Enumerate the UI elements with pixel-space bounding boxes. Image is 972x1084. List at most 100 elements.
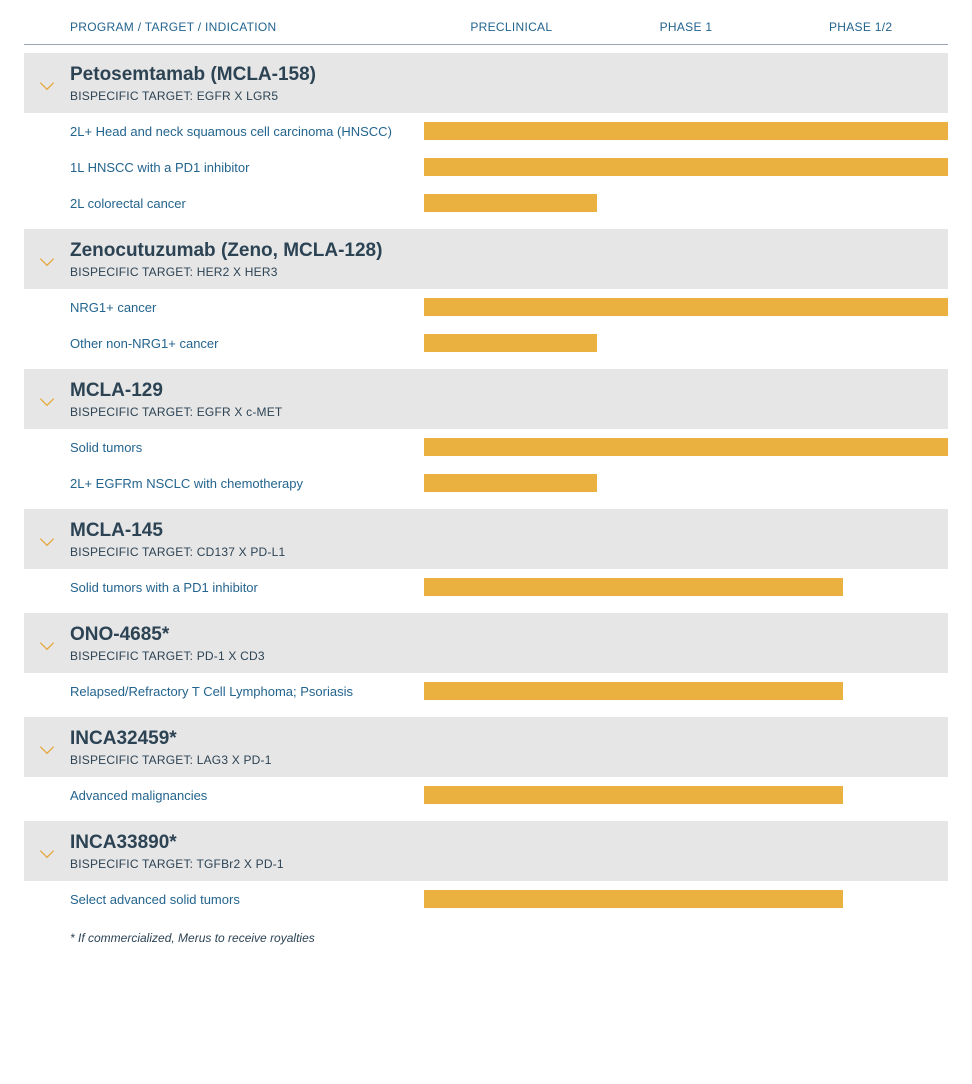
indication-label[interactable]: Solid tumors with a PD1 inhibitor xyxy=(70,580,424,595)
header-phase-1-2: PHASE 1/2 xyxy=(773,20,948,34)
indication-label[interactable]: 2L+ Head and neck squamous cell carcinom… xyxy=(70,124,424,139)
program-titles: MCLA-129 BISPECIFIC TARGET: EGFR X c-MET xyxy=(70,379,948,419)
program-header[interactable]: Zenocutuzumab (Zeno, MCLA-128) BISPECIFIC… xyxy=(24,229,948,289)
chevron-down-icon[interactable] xyxy=(24,734,70,760)
indications-list: 2L+ Head and neck squamous cell carcinom… xyxy=(24,113,948,221)
chevron-down-icon[interactable] xyxy=(24,838,70,864)
program-header[interactable]: INCA32459* BISPECIFIC TARGET: LAG3 X PD-1 xyxy=(24,717,948,777)
indication-row: 2L colorectal cancer xyxy=(24,185,948,221)
program-name: MCLA-129 xyxy=(70,379,936,403)
program-header[interactable]: Petosemtamab (MCLA-158) BISPECIFIC TARGET… xyxy=(24,53,948,113)
progress-bar xyxy=(424,682,843,700)
chevron-down-icon[interactable] xyxy=(24,246,70,272)
progress-track xyxy=(424,682,948,700)
indication-label[interactable]: NRG1+ cancer xyxy=(70,300,424,315)
program-name: ONO-4685* xyxy=(70,623,936,647)
progress-bar xyxy=(424,438,948,456)
progress-bar xyxy=(424,122,948,140)
program-group: MCLA-145 BISPECIFIC TARGET: CD137 X PD-L1… xyxy=(24,509,948,605)
indication-row: Solid tumors with a PD1 inhibitor xyxy=(24,569,948,605)
program-group: ONO-4685* BISPECIFIC TARGET: PD-1 X CD3 Re… xyxy=(24,613,948,709)
progress-bar xyxy=(424,890,843,908)
indication-label[interactable]: 2L colorectal cancer xyxy=(70,196,424,211)
program-header[interactable]: ONO-4685* BISPECIFIC TARGET: PD-1 X CD3 xyxy=(24,613,948,673)
indication-label[interactable]: Relapsed/Refractory T Cell Lymphoma; Pso… xyxy=(70,684,424,699)
header-phase-preclinical: PRECLINICAL xyxy=(424,20,599,34)
indication-row: Relapsed/Refractory T Cell Lymphoma; Pso… xyxy=(24,673,948,709)
program-group: Zenocutuzumab (Zeno, MCLA-128) BISPECIFIC… xyxy=(24,229,948,361)
chevron-down-icon[interactable] xyxy=(24,526,70,552)
program-titles: Zenocutuzumab (Zeno, MCLA-128) BISPECIFIC… xyxy=(70,239,948,279)
progress-track xyxy=(424,194,948,212)
program-target: BISPECIFIC TARGET: LAG3 X PD-1 xyxy=(70,753,936,767)
indication-label[interactable]: Advanced malignancies xyxy=(70,788,424,803)
program-titles: MCLA-145 BISPECIFIC TARGET: CD137 X PD-L1 xyxy=(70,519,948,559)
progress-track xyxy=(424,474,948,492)
progress-bar xyxy=(424,194,597,212)
progress-bar xyxy=(424,334,597,352)
indication-row: 2L+ Head and neck squamous cell carcinom… xyxy=(24,113,948,149)
program-header[interactable]: MCLA-145 BISPECIFIC TARGET: CD137 X PD-L1 xyxy=(24,509,948,569)
program-target: BISPECIFIC TARGET: EGFR X c-MET xyxy=(70,405,936,419)
indication-row: Other non-NRG1+ cancer xyxy=(24,325,948,361)
progress-track xyxy=(424,334,948,352)
chevron-down-icon[interactable] xyxy=(24,70,70,96)
indication-row: Advanced malignancies xyxy=(24,777,948,813)
indication-row: NRG1+ cancer xyxy=(24,289,948,325)
indications-list: Relapsed/Refractory T Cell Lymphoma; Pso… xyxy=(24,673,948,709)
program-target: BISPECIFIC TARGET: HER2 X HER3 xyxy=(70,265,936,279)
program-group: INCA32459* BISPECIFIC TARGET: LAG3 X PD-1… xyxy=(24,717,948,813)
program-name: MCLA-145 xyxy=(70,519,936,543)
progress-track xyxy=(424,298,948,316)
indication-row: Solid tumors xyxy=(24,429,948,465)
program-name: Petosemtamab (MCLA-158) xyxy=(70,63,936,87)
program-header[interactable]: INCA33890* BISPECIFIC TARGET: TGFBr2 X PD… xyxy=(24,821,948,881)
progress-track xyxy=(424,438,948,456)
indications-list: Advanced malignancies xyxy=(24,777,948,813)
progress-track xyxy=(424,578,948,596)
program-target: BISPECIFIC TARGET: TGFBr2 X PD-1 xyxy=(70,857,936,871)
program-group: MCLA-129 BISPECIFIC TARGET: EGFR X c-MET S… xyxy=(24,369,948,501)
chevron-down-icon[interactable] xyxy=(24,386,70,412)
indications-list: NRG1+ cancer Other non-NRG1+ cancer xyxy=(24,289,948,361)
progress-track xyxy=(424,786,948,804)
program-target: BISPECIFIC TARGET: PD-1 X CD3 xyxy=(70,649,936,663)
program-target: BISPECIFIC TARGET: EGFR X LGR5 xyxy=(70,89,936,103)
header-program: PROGRAM / TARGET / INDICATION xyxy=(70,20,424,34)
progress-bar xyxy=(424,158,948,176)
indication-row: 2L+ EGFRm NSCLC with chemotherapy xyxy=(24,465,948,501)
program-name: INCA32459* xyxy=(70,727,936,751)
progress-bar xyxy=(424,786,843,804)
program-target: BISPECIFIC TARGET: CD137 X PD-L1 xyxy=(70,545,936,559)
program-group: INCA33890* BISPECIFIC TARGET: TGFBr2 X PD… xyxy=(24,821,948,917)
program-group: Petosemtamab (MCLA-158) BISPECIFIC TARGET… xyxy=(24,53,948,221)
indication-label[interactable]: 2L+ EGFRm NSCLC with chemotherapy xyxy=(70,476,424,491)
indications-list: Select advanced solid tumors xyxy=(24,881,948,917)
progress-track xyxy=(424,158,948,176)
indication-label[interactable]: Select advanced solid tumors xyxy=(70,892,424,907)
program-titles: INCA33890* BISPECIFIC TARGET: TGFBr2 X PD… xyxy=(70,831,948,871)
indications-list: Solid tumors 2L+ EGFRm NSCLC with chemoth… xyxy=(24,429,948,501)
program-header[interactable]: MCLA-129 BISPECIFIC TARGET: EGFR X c-MET xyxy=(24,369,948,429)
progress-track xyxy=(424,122,948,140)
header-phase-1: PHASE 1 xyxy=(599,20,774,34)
program-titles: ONO-4685* BISPECIFIC TARGET: PD-1 X CD3 xyxy=(70,623,948,663)
column-headers: PROGRAM / TARGET / INDICATION PRECLINICA… xyxy=(24,20,948,45)
progress-bar xyxy=(424,474,597,492)
pipeline-chart: PROGRAM / TARGET / INDICATION PRECLINICA… xyxy=(24,20,948,945)
program-name: Zenocutuzumab (Zeno, MCLA-128) xyxy=(70,239,936,263)
phase-headers: PRECLINICAL PHASE 1 PHASE 1/2 xyxy=(424,20,948,34)
progress-track xyxy=(424,890,948,908)
program-titles: INCA32459* BISPECIFIC TARGET: LAG3 X PD-1 xyxy=(70,727,948,767)
indications-list: Solid tumors with a PD1 inhibitor xyxy=(24,569,948,605)
chevron-down-icon[interactable] xyxy=(24,630,70,656)
indication-label[interactable]: Solid tumors xyxy=(70,440,424,455)
programs-list: Petosemtamab (MCLA-158) BISPECIFIC TARGET… xyxy=(24,53,948,917)
progress-bar xyxy=(424,578,843,596)
indication-label[interactable]: Other non-NRG1+ cancer xyxy=(70,336,424,351)
program-name: INCA33890* xyxy=(70,831,936,855)
indication-label[interactable]: 1L HNSCC with a PD1 inhibitor xyxy=(70,160,424,175)
progress-bar xyxy=(424,298,948,316)
indication-row: 1L HNSCC with a PD1 inhibitor xyxy=(24,149,948,185)
program-titles: Petosemtamab (MCLA-158) BISPECIFIC TARGET… xyxy=(70,63,948,103)
